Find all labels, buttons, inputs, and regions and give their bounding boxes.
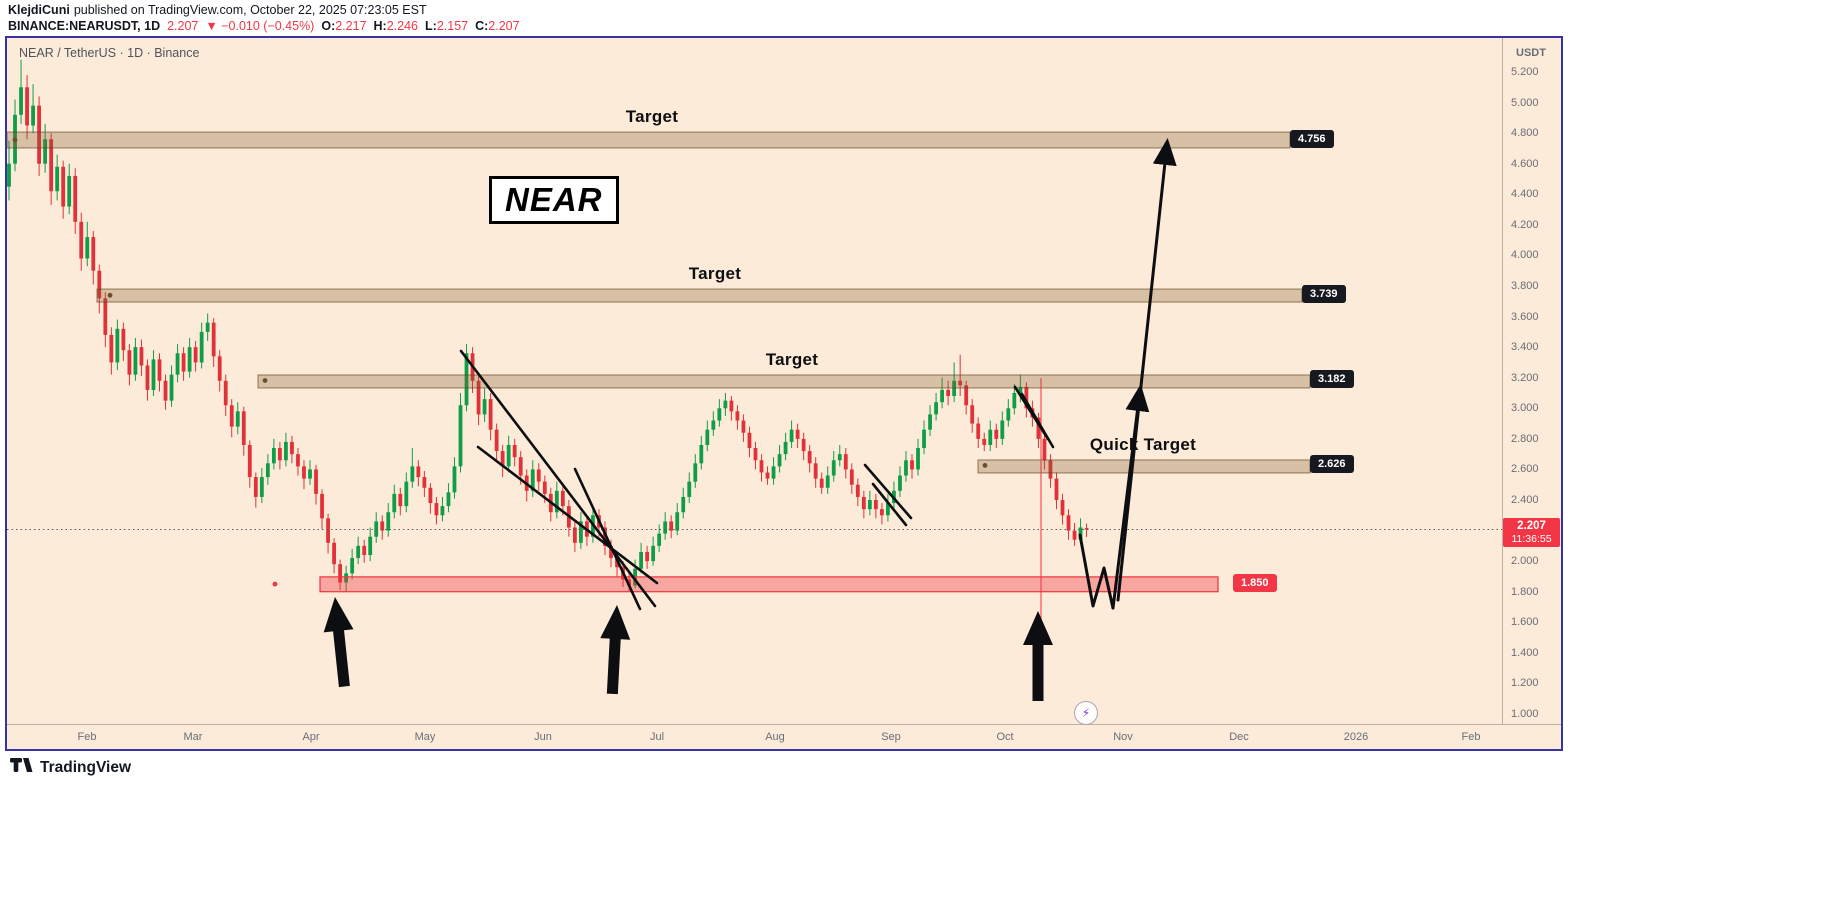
quick-target-label: Quick Target	[1089, 434, 1197, 454]
current-price-badge: 2.207 11:36:55	[1503, 517, 1560, 547]
time-tick: Jun	[534, 731, 552, 743]
price-tag-3182: 3.182	[1310, 370, 1354, 389]
price-tick: 2.800	[1511, 432, 1539, 445]
published-text: published on TradingView.com, October 22…	[73, 3, 427, 17]
price-tag-2626: 2.626	[1310, 455, 1354, 474]
time-axis[interactable]: Feb Mar Apr May Jun Jul Aug Sep Oct Nov Dec 2026 Feb	[7, 724, 1561, 750]
symbol-ohlc-bar: BINANCE:NEARUSDT, 1D 2.207 ▼ −0.010 (−0.…	[8, 19, 520, 33]
close-label: C:	[475, 19, 489, 33]
price-tick: 3.200	[1511, 371, 1539, 384]
price-tick: 1.800	[1511, 585, 1539, 598]
time-tick: Mar	[183, 731, 203, 743]
tradingview-logo-icon[interactable]	[10, 756, 34, 779]
price-tick: 1.600	[1511, 616, 1539, 629]
close-value: 2.207	[488, 19, 520, 33]
ohlc-close: C:2.207	[475, 19, 519, 33]
price-tick: 2.000	[1511, 555, 1539, 568]
time-tick: Oct	[996, 731, 1014, 743]
current-price: 2.207	[1517, 519, 1546, 532]
high-label: H:	[373, 19, 387, 33]
price-tick: 2.600	[1511, 463, 1539, 476]
price-tick: 4.200	[1511, 218, 1539, 231]
price-tick: 3.600	[1511, 310, 1539, 323]
chart-legend[interactable]: NEAR / TetherUS · 1D · Binance	[19, 46, 200, 60]
ohlc-low: L:2.157	[425, 19, 468, 33]
price-tick: 4.400	[1511, 188, 1539, 201]
high-value: 2.246	[386, 19, 418, 33]
time-tick: 2026	[1343, 731, 1369, 743]
price-tick: 2.400	[1511, 493, 1539, 506]
target-label-3739: Target	[688, 264, 742, 284]
price-tick: 5.200	[1511, 66, 1539, 78]
price-tag-4756: 4.756	[1290, 129, 1334, 148]
price-tick: 3.000	[1511, 402, 1539, 415]
time-tick: Feb	[1461, 731, 1481, 743]
symbol-name[interactable]: BINANCE:NEARUSDT, 1D	[8, 19, 161, 33]
bar-countdown: 11:36:55	[1511, 532, 1552, 545]
time-tick: Nov	[1113, 731, 1133, 743]
time-tick: Apr	[302, 731, 320, 743]
price-axis[interactable]: USDT 2.207 11:36:55 5.200 5.000 4.800 4.600…	[1502, 38, 1560, 724]
published-line: KlejdiCuni published on TradingView.com, …	[8, 3, 427, 17]
chart-plot[interactable]: NEAR / TetherUS · 1D · Binance NEAR Targ…	[7, 38, 1502, 725]
price-change: ▼ −0.010 (−0.45%)	[205, 19, 315, 33]
time-tick: May	[414, 731, 436, 743]
last-price: 2.207	[167, 19, 199, 33]
author-name[interactable]: KlejdiCuni	[8, 3, 70, 17]
boost-button[interactable]: ⚡	[1074, 701, 1098, 725]
target-label-4756: Target	[625, 107, 679, 127]
time-tick: Dec	[1229, 731, 1249, 743]
time-tick: Feb	[77, 731, 97, 743]
lightning-icon: ⚡	[1081, 706, 1091, 720]
near-watermark: NEAR	[489, 176, 619, 224]
time-tick: Jul	[649, 731, 665, 743]
low-value: 2.157	[436, 19, 469, 33]
price-tick: 1.200	[1511, 677, 1539, 690]
price-tick: 5.000	[1511, 96, 1539, 109]
price-tick: 3.800	[1511, 279, 1539, 292]
tradingview-wordmark[interactable]: TradingView	[40, 758, 132, 776]
chart-frame: NEAR / TetherUS · 1D · Binance NEAR Targ…	[5, 36, 1563, 751]
time-tick: Aug	[765, 731, 785, 743]
price-tick: 4.800	[1511, 127, 1539, 140]
price-tag-3739: 3.739	[1302, 285, 1346, 304]
price-tag-1850: 1.850	[1233, 574, 1277, 593]
ohlc-open: O:2.217	[321, 19, 366, 33]
candlestick-canvas[interactable]	[7, 38, 1502, 724]
open-label: O:	[321, 19, 336, 33]
price-tick: 1.000	[1511, 707, 1539, 720]
low-label: L:	[425, 19, 437, 33]
open-value: 2.217	[335, 19, 367, 33]
ohlc-high: H:2.246	[374, 19, 418, 33]
currency-label: USDT	[1516, 47, 1546, 59]
footer: TradingView	[10, 756, 131, 779]
price-tick: 4.000	[1511, 249, 1539, 262]
time-tick: Sep	[881, 731, 901, 743]
price-tick: 1.400	[1511, 646, 1539, 659]
price-tick: 3.400	[1511, 341, 1539, 354]
target-label-3182: Target	[765, 349, 819, 369]
price-tick: 4.600	[1511, 157, 1539, 170]
